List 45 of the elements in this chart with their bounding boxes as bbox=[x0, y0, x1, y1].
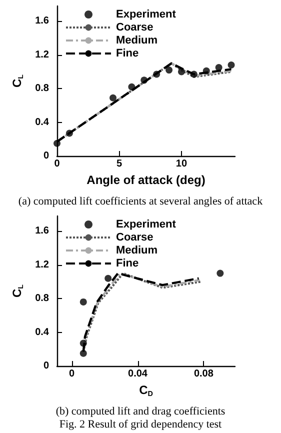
point bbox=[153, 70, 160, 78]
y-tick-label: 1.2 bbox=[35, 259, 50, 270]
x-tick-label: 10 bbox=[176, 158, 188, 170]
legend-label: Experiment bbox=[116, 8, 176, 20]
y-tick-label: 1.2 bbox=[35, 49, 50, 60]
legend-label: Coarse bbox=[116, 232, 154, 244]
x-tick-label: 0.08 bbox=[194, 368, 214, 380]
x-tick-label: 5 bbox=[116, 158, 122, 170]
point bbox=[216, 270, 224, 277]
y-tick-label: 0.8 bbox=[35, 83, 50, 94]
legend-label: Coarse bbox=[116, 22, 154, 34]
x-axis-title: Angle of attack (deg) bbox=[86, 172, 206, 187]
point bbox=[215, 64, 222, 72]
text: (b) computed lift and drag coefficients bbox=[56, 406, 226, 418]
point bbox=[140, 76, 148, 84]
point bbox=[178, 68, 185, 76]
point bbox=[80, 298, 87, 306]
y-tick-label: 0.8 bbox=[35, 293, 50, 304]
y-tick-label: 1.6 bbox=[35, 16, 50, 27]
point bbox=[54, 140, 60, 147]
y-tick-label: 1.6 bbox=[35, 226, 50, 237]
text: (a) computed lift coefficients at several angles of attack bbox=[18, 196, 264, 208]
x-tick-label: 0.04 bbox=[128, 368, 148, 380]
point bbox=[80, 350, 87, 357]
y-tick-label: 0.4 bbox=[35, 116, 50, 128]
point bbox=[166, 66, 173, 74]
legend-label: Medium bbox=[116, 244, 158, 256]
point bbox=[104, 274, 112, 282]
x-tick-label: 0 bbox=[69, 368, 76, 380]
point bbox=[66, 130, 73, 137]
point bbox=[128, 83, 136, 90]
y-tick-label: 0 bbox=[43, 360, 50, 372]
legend-label: Medium bbox=[116, 34, 158, 46]
legend-label: Experiment bbox=[116, 218, 176, 230]
caption: Fig. 2 Result of grid dependency test bbox=[59, 418, 222, 430]
legend-label: Fine bbox=[116, 48, 139, 60]
y-tick-label: 0.4 bbox=[35, 326, 50, 338]
point bbox=[190, 70, 198, 78]
point bbox=[228, 61, 235, 68]
legend-label: Fine bbox=[116, 258, 139, 270]
point bbox=[80, 340, 87, 347]
x-tick-label: 0 bbox=[54, 158, 60, 170]
y-tick-label: 0 bbox=[43, 150, 50, 162]
point bbox=[202, 67, 210, 74]
point bbox=[110, 94, 117, 102]
